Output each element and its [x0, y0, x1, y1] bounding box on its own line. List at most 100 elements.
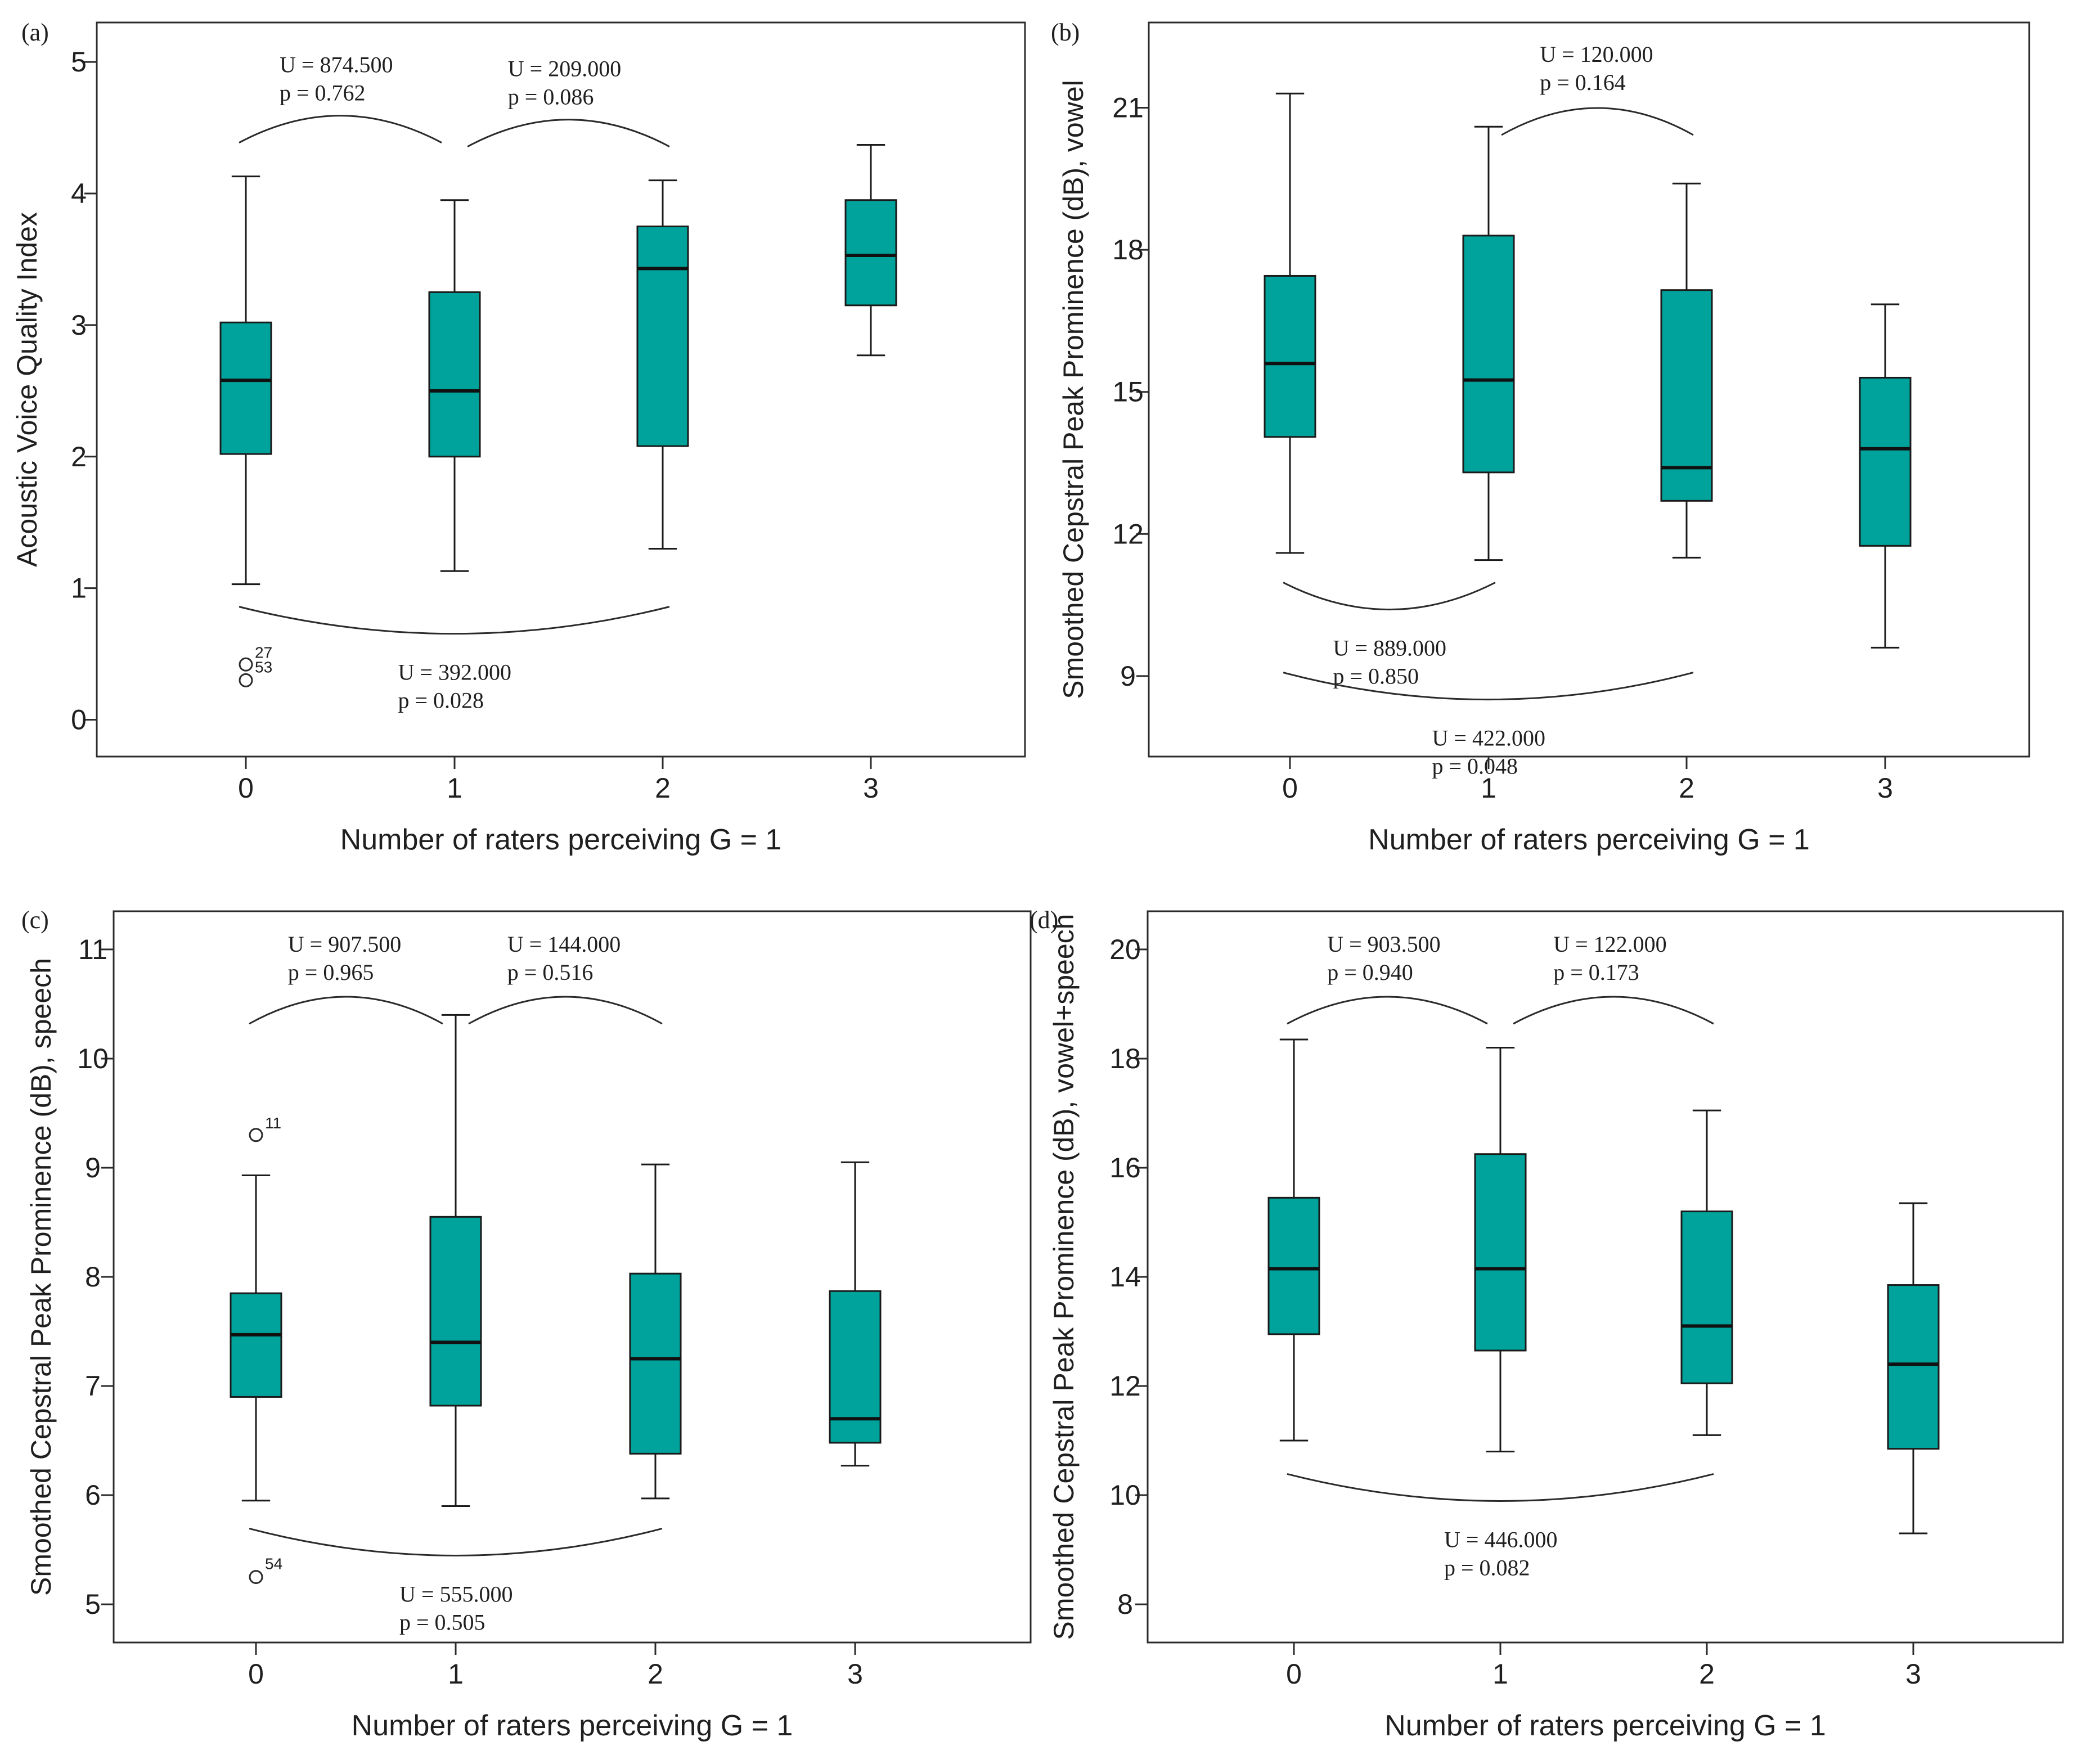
box-2 — [1660, 182, 1713, 559]
iqr-box — [429, 1216, 482, 1407]
comparison-u: U = 122.000 — [1553, 932, 1666, 957]
comparison-u: U = 446.000 — [1444, 1527, 1557, 1552]
iqr-box — [428, 291, 481, 458]
comparison-u: U = 889.000 — [1333, 636, 1446, 661]
panel-label: (a) — [21, 19, 49, 46]
outlier-point — [239, 673, 253, 687]
outlier-label: 54 — [265, 1555, 282, 1573]
y-tick-label: 16 — [1109, 1152, 1141, 1184]
comparison-p: p = 0.965 — [288, 960, 374, 985]
comparison-0-1: U = 907.500 p = 0.965 — [249, 932, 443, 1025]
box-2 — [629, 1163, 682, 1500]
y-tick-label: 8 — [85, 1261, 101, 1293]
iqr-box — [1660, 289, 1713, 502]
x-axis-label: Number of raters perceiving G = 1 — [1384, 1709, 1826, 1742]
outlier-label: 11 — [265, 1114, 281, 1132]
comparison-p: p = 0.048 — [1432, 754, 1518, 779]
box-0 — [219, 176, 272, 586]
comparison-u: U = 907.500 — [288, 932, 401, 957]
comparison-u: U = 874.500 — [280, 52, 393, 78]
x-tick-label: 3 — [1877, 772, 1893, 804]
x-tick-label: 0 — [238, 772, 254, 804]
outlier-point — [249, 1128, 263, 1142]
box-1 — [1474, 1047, 1527, 1452]
x-tick-label: 1 — [448, 1658, 464, 1690]
box-3 — [1887, 1202, 1940, 1534]
plot-frame — [96, 21, 1026, 758]
comparison-p: p = 0.940 — [1327, 960, 1413, 985]
y-tick-label: 5 — [85, 1588, 101, 1620]
iqr-box — [1680, 1210, 1733, 1384]
panel-label: (d) — [1029, 906, 1058, 934]
comparison-u: U = 120.000 — [1540, 42, 1653, 67]
box-3 — [829, 1161, 882, 1467]
comparison-p: p = 0.173 — [1553, 960, 1639, 985]
comparison-bracket — [1287, 996, 1488, 1025]
comparison-u: U = 555.000 — [399, 1581, 512, 1606]
iqr-box — [1887, 1284, 1940, 1450]
y-tick-label: 11 — [78, 934, 107, 965]
x-tick-label: 1 — [447, 772, 462, 804]
y-tick-label: 14 — [1109, 1261, 1141, 1293]
comparison-1-2: U = 122.000 p = 0.173 — [1513, 932, 1714, 1025]
comparison-bracket — [249, 996, 443, 1025]
iqr-box — [1267, 1196, 1320, 1335]
y-axis-label: Smoothed Cepstral Peak Prominence (dB), … — [1058, 80, 1089, 699]
comparison-0-1: U = 903.500 p = 0.940 — [1287, 932, 1488, 1025]
panel-c: (c) 5 6 7 8 9 10 11 0 1 2 3 Number of raters perceiv… — [21, 906, 1032, 1742]
box-1 — [428, 199, 481, 572]
iqr-box — [1462, 235, 1515, 474]
iqr-box — [1474, 1153, 1527, 1352]
comparison-bracket — [239, 606, 670, 635]
iqr-box — [636, 226, 689, 447]
comparison-p: p = 0.516 — [507, 960, 594, 985]
y-tick-label: 3 — [71, 309, 87, 341]
x-tick-label: 2 — [648, 1658, 663, 1690]
panel-a: (a) 0 1 2 3 4 5 0 1 2 3 Number of raters perceiving… — [11, 19, 1026, 856]
x-tick-label: 2 — [1699, 1658, 1715, 1690]
x-tick-label: 3 — [1905, 1658, 1921, 1690]
y-tick-label: 1 — [71, 573, 87, 604]
x-axis-label: Number of raters perceiving G = 1 — [340, 824, 782, 856]
box-1 — [429, 1014, 482, 1507]
comparison-1-2: U = 120.000 p = 0.164 — [1501, 42, 1694, 136]
outlier-point — [239, 657, 253, 672]
y-axis-label: Smoothed Cepstral Peak Prominence (dB), … — [25, 958, 57, 1596]
comparison-bracket — [239, 115, 442, 143]
y-tick-label: 20 — [1109, 934, 1141, 965]
box-2 — [636, 179, 689, 550]
panel-label: (c) — [21, 906, 49, 934]
x-tick-label: 1 — [1492, 1658, 1508, 1690]
y-tick-label: 7 — [85, 1370, 101, 1402]
comparison-0-2: U = 446.000 p = 0.082 — [1287, 1473, 1714, 1580]
y-tick-label: 2 — [71, 441, 87, 472]
comparison-0-2: U = 555.000 p = 0.505 — [249, 1528, 663, 1635]
plot-frame — [1148, 21, 2030, 758]
iqr-box — [1264, 274, 1316, 438]
comparison-bracket — [467, 119, 670, 147]
x-tick-label: 3 — [863, 772, 879, 804]
outlier-label: 27 — [255, 644, 272, 661]
comparison-u: U = 422.000 — [1432, 726, 1545, 751]
y-tick-label: 10 — [77, 1043, 109, 1074]
comparison-p: p = 0.505 — [399, 1609, 485, 1635]
iqr-box — [629, 1272, 682, 1455]
box-0 — [1267, 1038, 1320, 1442]
box-3 — [844, 144, 897, 357]
iqr-box — [1859, 376, 1912, 547]
comparison-u: U = 144.000 — [507, 932, 621, 957]
y-tick-label: 10 — [1109, 1479, 1141, 1511]
y-tick-label: 6 — [85, 1479, 101, 1511]
iqr-box — [219, 321, 272, 455]
comparison-bracket — [1513, 996, 1714, 1025]
outlier-label: 53 — [255, 658, 272, 676]
x-tick-label: 2 — [1679, 772, 1694, 804]
x-axis-label: Number of raters perceiving G = 1 — [352, 1709, 793, 1742]
comparison-p: p = 0.164 — [1540, 70, 1626, 95]
y-axis-label: Acoustic Voice Quality Index — [11, 212, 43, 567]
y-tick-label: 21 — [1112, 92, 1144, 124]
y-tick-label: 12 — [1109, 1370, 1141, 1402]
box-0 — [1264, 92, 1316, 554]
